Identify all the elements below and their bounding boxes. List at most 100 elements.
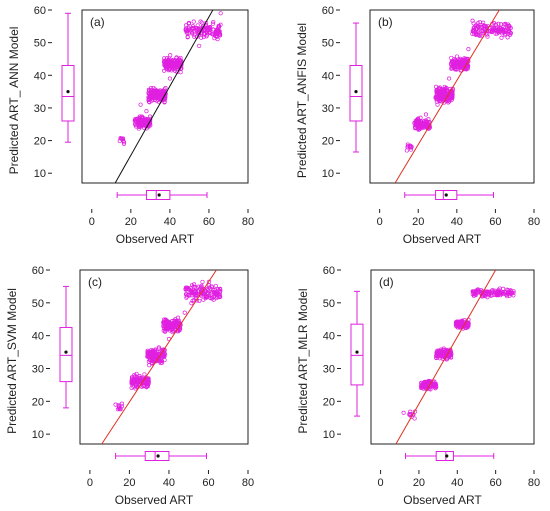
data-point [217,30,222,35]
data-point [499,290,504,295]
data-point [200,279,205,284]
plot-frame [370,269,535,445]
data-point [143,116,148,121]
box [144,451,170,461]
x-tick-label: 20 [413,477,425,489]
data-point [505,290,510,295]
x-tick-label: 80 [242,216,254,228]
x-tick-label: 80 [528,216,540,228]
data-point [419,383,424,389]
panel-c: (c) Observed ART Predicted ART_SVM Model… [5,265,254,507]
data-point [218,294,223,299]
y-tick-label: 10 [32,429,44,441]
y-tick-label: 50 [34,38,46,50]
data-point [484,290,489,295]
data-point [205,286,210,291]
data-point [432,381,437,386]
y-boxplot [349,22,363,153]
data-point [496,21,501,26]
y-tick-label: 10 [323,429,335,441]
data-point [214,34,220,40]
data-point [487,28,492,33]
data-point [199,283,204,288]
data-point [454,324,459,329]
data-point [121,141,126,146]
data-point [447,99,452,104]
data-point [171,318,176,323]
mean-marker [354,90,358,94]
data-point [189,283,195,288]
fit-line [114,10,214,183]
data-point [162,353,167,359]
plot-frame [79,269,249,445]
y-axis-label: Predicted ART_ANFIS Model [295,23,309,178]
y-tick-label: 20 [34,136,46,148]
data-point [142,372,147,377]
data-point [174,320,179,325]
data-point [463,63,469,68]
data-point [197,298,202,303]
x-tick-label: 80 [242,477,254,489]
data-point [161,328,166,333]
data-point [191,25,196,30]
y-axis-label: Predicted ART_ ANN Model [7,27,21,175]
data-point [470,31,475,36]
y-tick-label: 40 [323,331,335,343]
panel-a: (a) Observed ART Predicted ART_ ANN Mode… [7,5,254,246]
data-point [499,22,504,27]
data-point [444,348,449,353]
data-point [207,279,212,284]
data-point [437,356,442,361]
data-point [438,91,443,96]
data-point [493,290,498,296]
x-tick-label: 40 [451,216,463,228]
y-axis-label: Predicted ART_MLR Model [296,288,310,433]
data-point [175,65,180,70]
data-point [193,26,198,31]
data-point [495,31,500,36]
data-point [422,118,427,123]
data-point [171,67,176,72]
data-point [165,65,170,70]
y-tick-label: 30 [32,363,44,375]
data-point [158,361,163,366]
data-point [190,24,195,29]
data-point [455,60,461,65]
data-point [438,89,443,94]
data-point [192,32,197,37]
data-point [416,116,421,121]
data-point [209,284,215,289]
data-point [202,291,207,296]
data-point [139,114,145,119]
y-tick-label: 50 [322,38,334,50]
data-point [185,293,191,298]
data-point [197,43,202,48]
panel-label: (b) [378,15,393,29]
data-point [211,295,216,300]
data-point [216,26,221,31]
data-point [454,67,459,72]
data-point [408,143,413,148]
data-point [489,293,494,298]
mean-marker [157,193,161,197]
mean-marker [445,454,449,458]
data-point [192,34,197,39]
y-tick-label: 50 [323,298,335,310]
data-point [192,282,197,287]
data-point [132,372,137,377]
data-point [161,60,167,65]
data-point [119,136,124,141]
y-boxplot [61,12,75,143]
data-point [453,60,458,66]
y-tick-label: 40 [34,70,46,82]
data-point [163,96,168,101]
data-point [434,350,439,355]
mean-marker [156,454,160,458]
data-point [184,23,189,28]
data-point [404,148,409,153]
data-point [412,416,417,421]
y-tick-label: 40 [322,70,334,82]
data-point [474,27,479,32]
data-point [439,350,445,355]
data-point [199,35,204,40]
